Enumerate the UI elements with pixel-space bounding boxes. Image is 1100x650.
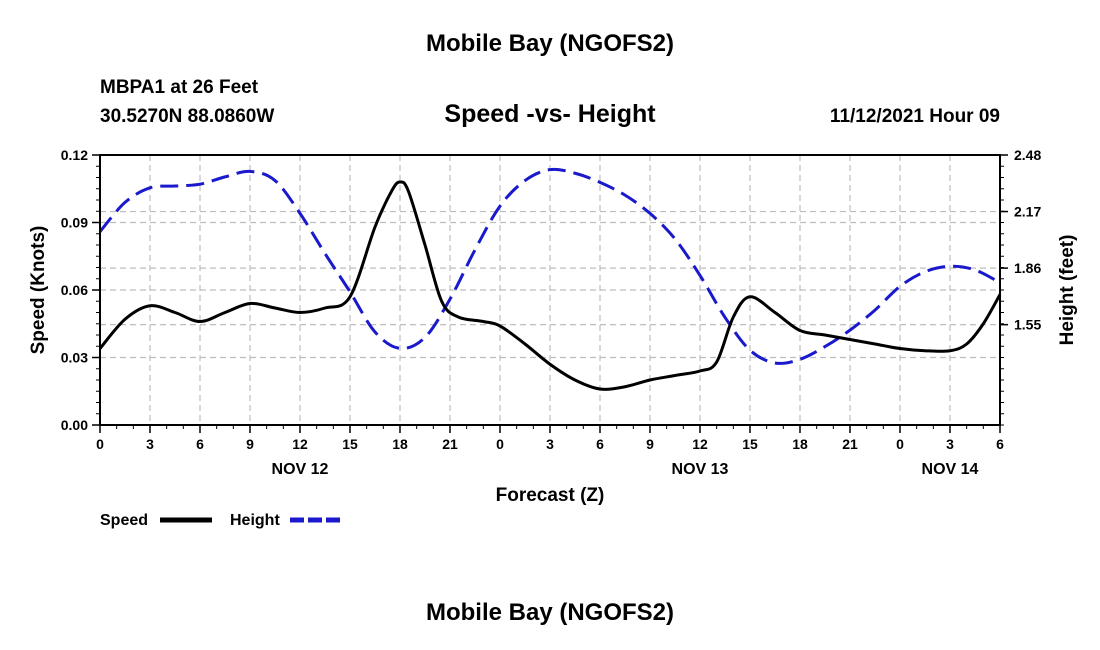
x-tick-label: 9 bbox=[246, 436, 254, 452]
legend-label-speed: Speed bbox=[100, 512, 148, 529]
y-right-tick-label: 2.48 bbox=[1014, 147, 1041, 163]
legend-label-height: Height bbox=[230, 512, 280, 529]
x-axis-title: Forecast (Z) bbox=[496, 485, 605, 506]
x-tick-label: 3 bbox=[946, 436, 954, 452]
x-tick-label: 0 bbox=[496, 436, 504, 452]
x-tick-label: 6 bbox=[596, 436, 604, 452]
x-tick-label: 18 bbox=[792, 436, 808, 452]
date-label: NOV 13 bbox=[672, 461, 729, 478]
x-tick-label: 6 bbox=[196, 436, 204, 452]
x-tick-label: 18 bbox=[392, 436, 408, 452]
axes: 0 3 6 9 12 15 18 21 0 3 6 9 12 15 18 21 0 3 6 NOV 12 NOV 13 N… bbox=[61, 147, 1042, 478]
height-series-line bbox=[98, 167, 1001, 365]
speed-series-line bbox=[98, 180, 1002, 391]
grid-lines bbox=[100, 154, 1000, 425]
x-tick-label: 0 bbox=[896, 436, 904, 452]
footer-title: Mobile Bay (NGOFS2) bbox=[425, 599, 675, 626]
x-tick-label: 9 bbox=[646, 436, 654, 452]
y-left-tick-label: 0.06 bbox=[61, 282, 88, 298]
y-right-tick-label: 1.55 bbox=[1014, 317, 1041, 333]
x-tick-label: 6 bbox=[996, 436, 1004, 452]
chart-main-title: Mobile Bay (NGOFS2) bbox=[425, 30, 675, 57]
y-left-tick-label: 0.09 bbox=[61, 215, 88, 231]
x-tick-label: 15 bbox=[742, 436, 758, 452]
y-left-tick-label: 0.03 bbox=[61, 350, 88, 366]
y-axis-left-title: Speed (Knots) bbox=[28, 226, 49, 355]
station-coordinates: 30.5270N 88.0860W bbox=[100, 106, 275, 127]
y-left-tick-label: 0.00 bbox=[61, 417, 88, 433]
series-lines bbox=[98, 167, 1002, 391]
y-axis-right-title: Height (feet) bbox=[1057, 235, 1078, 346]
chart-subtitle: Speed -vs- Height bbox=[444, 100, 656, 128]
x-tick-label: 12 bbox=[692, 436, 708, 452]
x-tick-label: 15 bbox=[342, 436, 358, 452]
forecast-datetime: 11/12/2021 Hour 09 bbox=[829, 106, 1000, 127]
legend: Speed Height bbox=[100, 512, 342, 529]
date-label: NOV 14 bbox=[922, 461, 979, 478]
x-tick-label: 3 bbox=[146, 436, 154, 452]
y-right-tick-label: 1.86 bbox=[1014, 260, 1041, 276]
y-right-tick-label: 2.17 bbox=[1014, 204, 1041, 220]
station-label: MBPA1 at 26 Feet bbox=[100, 77, 259, 98]
y-left-tick-label: 0.12 bbox=[61, 147, 88, 163]
x-tick-label: 21 bbox=[842, 436, 858, 452]
x-tick-label: 0 bbox=[96, 436, 104, 452]
x-tick-label: 21 bbox=[442, 436, 458, 452]
x-tick-label: 12 bbox=[292, 436, 308, 452]
date-label: NOV 12 bbox=[272, 461, 329, 478]
x-tick-label: 3 bbox=[546, 436, 554, 452]
